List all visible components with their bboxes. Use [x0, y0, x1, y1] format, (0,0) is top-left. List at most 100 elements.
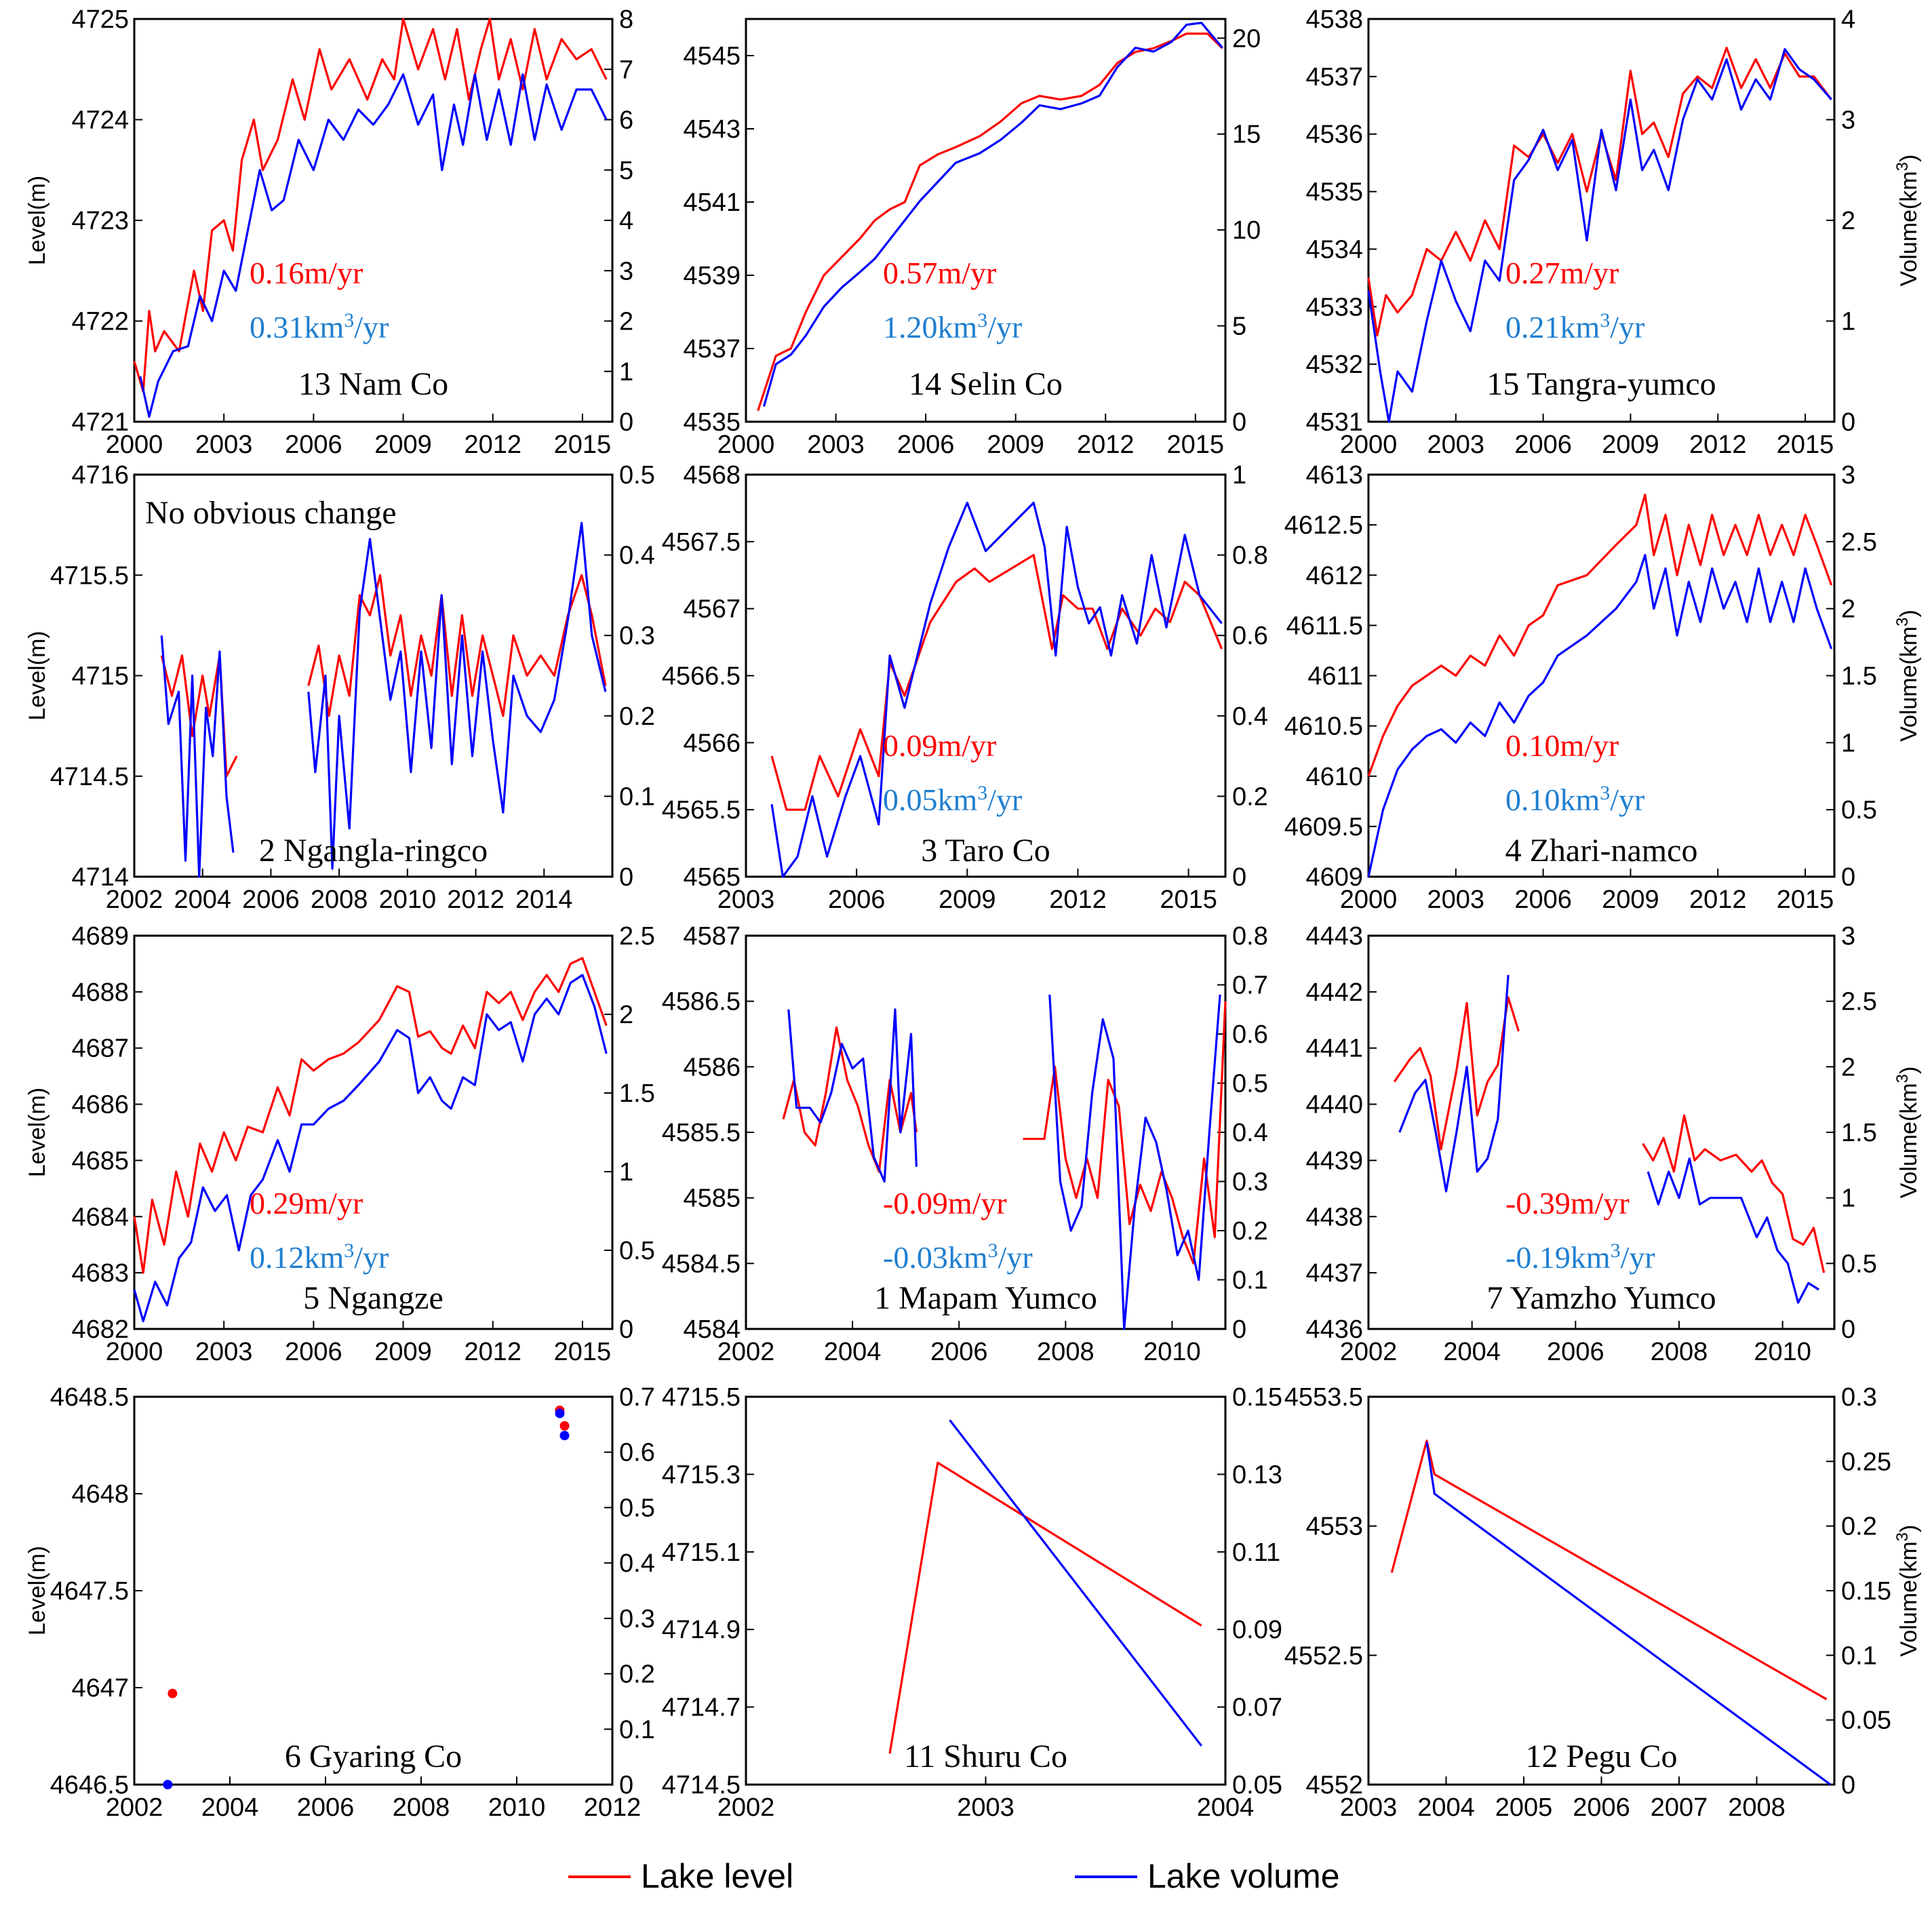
volume-rate-exponent: 3 — [1600, 309, 1610, 332]
x-tick-label: 2003 — [957, 1793, 1014, 1822]
x-tick-label: 2003 — [717, 886, 775, 914]
volume-rate-value: -0.19km — [1505, 1240, 1611, 1275]
volume-rate-unit: /yr — [1610, 310, 1644, 344]
y2-tick-label: 0 — [1841, 1315, 1855, 1344]
volume-rate-unit: /yr — [354, 1240, 389, 1275]
y2-tick-label: 0.3 — [1841, 1383, 1877, 1412]
y-tick-label: 4715 — [71, 662, 129, 691]
volume-series-line — [762, 22, 1223, 407]
y2-tick-label: 2.5 — [1841, 988, 1877, 1016]
y-axis-label: Level(m) — [24, 1546, 50, 1635]
volume-rate-unit: /yr — [1610, 782, 1644, 817]
x-tick-label: 2006 — [285, 431, 342, 459]
y2-tick-label: 4 — [619, 207, 633, 235]
y2-tick-label: 0.3 — [1232, 1168, 1268, 1197]
y2-tick-label: 0 — [619, 1315, 633, 1344]
y2-tick-label: 5 — [619, 157, 633, 185]
panel-5: 2003 2006 2009 2012 2015 4565 4565.5 4566 4566.5… — [662, 461, 1268, 914]
y-tick-label: 4535 — [683, 408, 741, 437]
y2-tick-label: 0.2 — [1232, 782, 1268, 811]
y-tick-label: 4585.5 — [662, 1119, 741, 1147]
y-tick-label: 4612.5 — [1284, 511, 1363, 540]
x-tick-label: 2012 — [1689, 886, 1747, 914]
x-tick-label: 2012 — [1077, 431, 1135, 459]
x-tick-label: 2008 — [1728, 1793, 1786, 1822]
x-tick-label: 2015 — [1777, 886, 1834, 914]
y2-tick-label: 0.5 — [1841, 796, 1877, 824]
plot-frame — [745, 1395, 1227, 1786]
y-tick-label: 4552.5 — [1284, 1642, 1363, 1670]
y2-tick-label: 0.1 — [619, 782, 655, 811]
x-tick-label: 2003 — [807, 431, 865, 459]
y-axis-label: Level(m) — [24, 176, 50, 265]
level-series-line — [1367, 494, 1833, 777]
volume-rate-label: 0.10km3/yr — [1505, 782, 1644, 818]
y-tick-label: 4565 — [683, 863, 741, 892]
panel-12: 2003 2004 2005 2006 2007 2008 4552 4552.5 4553 45… — [1284, 1383, 1922, 1822]
y2-tick-label: 0.1 — [1232, 1267, 1268, 1295]
level-rate-label: -0.39m/yr — [1505, 1186, 1630, 1220]
volume-series-line — [1367, 554, 1833, 877]
y2-tick-label: 0.2 — [1841, 1513, 1877, 1541]
volume-rate-value: 0.21km — [1505, 310, 1600, 344]
y-tick-label: 4714.5 — [662, 1771, 741, 1800]
y2-tick-label: 0.6 — [1232, 1020, 1268, 1049]
y-tick-label: 4585 — [683, 1185, 741, 1213]
y2-axis-label: Volume(km3) — [1893, 1067, 1923, 1199]
y-tick-label: 4438 — [1305, 1203, 1363, 1231]
panel-4: 2002 2004 2006 2008 2010 2012 2014 4714 4714.5 47… — [24, 461, 655, 914]
y2-tick-label: 0 — [1841, 1771, 1855, 1800]
y-tick-label: 4688 — [71, 978, 129, 1007]
y2-tick-label: 3 — [619, 257, 633, 285]
y2-tick-label: 4 — [1841, 5, 1855, 34]
volume-rate-label: -0.03km3/yr — [883, 1239, 1033, 1275]
y2-tick-label: 0.6 — [619, 1439, 655, 1467]
x-tick-label: 2002 — [1340, 1338, 1398, 1366]
x-tick-label: 2002 — [106, 1793, 163, 1822]
volume-rate-exponent: 3 — [344, 309, 354, 332]
level-series-line — [888, 1461, 1202, 1754]
volume-rate-label: 1.20km3/yr — [883, 309, 1022, 345]
y2-tick-label: 0.4 — [1232, 1119, 1268, 1147]
y2-axis-label-exponent: 3 — [1893, 162, 1912, 171]
level-rate-label: 0.16m/yr — [250, 256, 363, 290]
volume-rate-label: 0.21km3/yr — [1505, 309, 1644, 345]
x-tick-label: 2012 — [464, 1338, 521, 1366]
y2-tick-label: 0 — [619, 1771, 633, 1800]
y2-tick-label: 0.1 — [1841, 1642, 1877, 1670]
y-tick-label: 4439 — [1305, 1147, 1363, 1175]
plot-frame — [1367, 1395, 1836, 1786]
panel-title: 15 Tangra-yumco — [1486, 366, 1716, 402]
x-tick-label: 2008 — [1037, 1338, 1095, 1366]
y-tick-label: 4724 — [71, 106, 129, 135]
y-tick-label: 4715.1 — [662, 1538, 741, 1567]
y2-tick-label: 1 — [1232, 461, 1246, 490]
y2-tick-label: 0.7 — [619, 1383, 655, 1412]
y-tick-label: 4715.3 — [662, 1460, 741, 1489]
y2-axis-label-close: ) — [1896, 1067, 1922, 1074]
x-tick-label: 2000 — [717, 431, 775, 459]
y-tick-label: 4534 — [1305, 235, 1363, 264]
level-rate-label: 0.27m/yr — [1505, 256, 1619, 290]
volume-rate-value: 0.12km — [250, 1240, 344, 1275]
x-tick-label: 2009 — [374, 1338, 432, 1366]
level-series-line — [1367, 46, 1832, 337]
plot-frame — [133, 1395, 614, 1786]
y2-tick-label: 3 — [1841, 461, 1855, 490]
volume-rate-exponent: 3 — [1600, 782, 1610, 804]
volume-point — [555, 1408, 565, 1418]
y2-axis-label-exponent: 3 — [1893, 1074, 1912, 1083]
y-tick-label: 4648 — [71, 1480, 129, 1509]
x-tick-label: 2010 — [379, 886, 437, 914]
volume-series-line — [949, 1419, 1202, 1747]
y-tick-label: 4714.5 — [50, 763, 129, 791]
level-point — [167, 1688, 178, 1698]
legend: Lake level Lake volume — [568, 1857, 1340, 1895]
y-tick-label: 4647.5 — [50, 1577, 129, 1606]
volume-point — [163, 1780, 173, 1789]
x-tick-label: 2015 — [554, 1338, 612, 1366]
y2-tick-label: 0 — [619, 863, 633, 892]
x-tick-label: 2002 — [717, 1793, 775, 1822]
y-tick-label: 4440 — [1305, 1091, 1363, 1119]
y2-tick-label: 0 — [1232, 863, 1246, 892]
